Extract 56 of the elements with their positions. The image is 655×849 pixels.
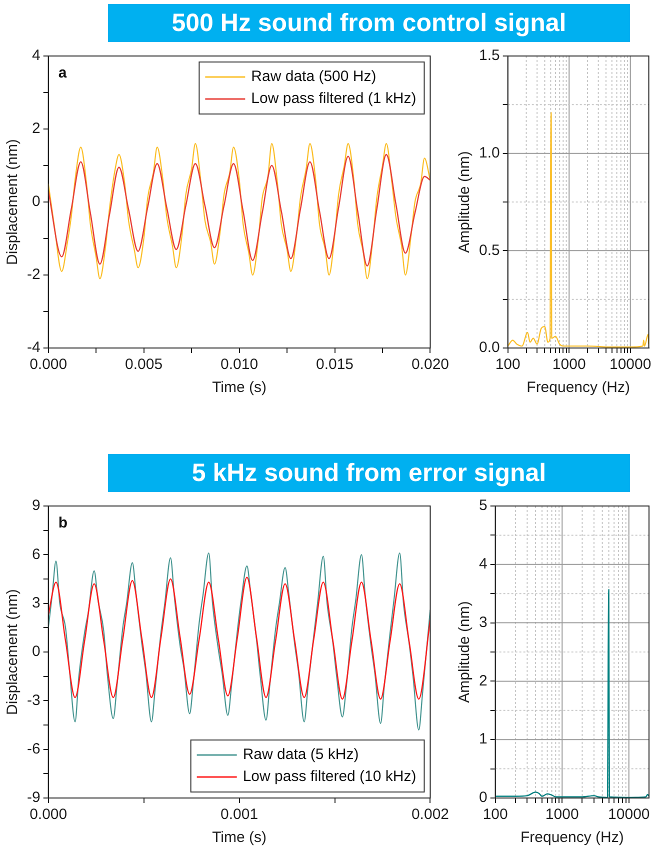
y-tick-label: 0.5 (478, 242, 500, 259)
y-tick-label: 0 (479, 789, 488, 806)
y-tick-label: 6 (32, 546, 40, 563)
x-tick-label: 1000 (552, 356, 586, 374)
y-tick-label: 0.0 (478, 339, 500, 356)
line-series (48, 576, 430, 700)
y-tick-label: 2 (479, 672, 488, 690)
x-tick-label: 0.005 (125, 356, 163, 374)
legend-label: Raw data (5 kHz) (242, 746, 359, 764)
y-tick-label: -2 (26, 266, 40, 284)
x-axis-title: Time (s) (212, 829, 267, 846)
y-tick-label: -6 (26, 740, 40, 758)
x-tick-label: 0.002 (411, 806, 450, 824)
x-axis-title: Frequency (Hz) (520, 829, 624, 846)
chart-title: 500 Hz sound from control signal (108, 4, 630, 42)
chart-title: 5 kHz sound from error signal (108, 454, 630, 492)
y-tick-label: 9 (32, 497, 40, 514)
y-tick-label: 5 (479, 497, 488, 514)
x-tick-label: 1000 (545, 806, 579, 824)
annotation: a (58, 64, 68, 82)
legend-label: Raw data (500 Hz) (251, 68, 376, 86)
x-tick-label: 100 (495, 356, 520, 374)
y-tick-label: 0 (32, 193, 40, 210)
y-tick-label: -3 (26, 692, 40, 709)
x-tick-label: 10000 (610, 356, 652, 374)
y-tick-label: 1.0 (478, 144, 500, 162)
line-series (48, 552, 430, 730)
y-tick-label: 3 (479, 614, 488, 631)
x-tick-label: 0.020 (411, 356, 450, 374)
x-tick-label: 0.000 (30, 806, 68, 824)
x-axis-title: Frequency (Hz) (526, 379, 630, 396)
legend-label: Low pass filtered (10 kHz) (242, 768, 416, 786)
legend-label: Low pass filtered (1 kHz) (251, 90, 416, 108)
x-tick-label: 0.000 (30, 356, 68, 374)
y-axis-title: Amplitude (nm) (456, 151, 474, 253)
x-tick-label: 0.001 (220, 806, 258, 824)
y-tick-label: 1.5 (478, 47, 500, 64)
y-axis-title: Amplitude (nm) (456, 601, 474, 703)
line-series (48, 143, 430, 280)
y-tick-label: 4 (479, 556, 488, 573)
x-tick-label: 0.010 (220, 356, 258, 374)
y-tick-label: -4 (26, 339, 40, 356)
y-tick-label: 2 (32, 120, 40, 138)
y-tick-label: -9 (26, 789, 40, 806)
x-tick-label: 10000 (608, 806, 650, 824)
y-tick-label: 3 (32, 594, 40, 612)
y-axis-title: Displacement (nm) (4, 589, 22, 715)
line-series (48, 154, 430, 267)
annotation: b (58, 514, 68, 532)
x-tick-label: 100 (482, 806, 508, 824)
y-tick-label: 4 (32, 47, 40, 64)
y-tick-label: 1 (479, 730, 488, 748)
y-tick-label: 0 (32, 643, 40, 660)
y-axis-title: Displacement (nm) (4, 139, 22, 265)
x-axis-title: Time (s) (212, 379, 267, 396)
x-tick-label: 0.015 (316, 356, 354, 374)
